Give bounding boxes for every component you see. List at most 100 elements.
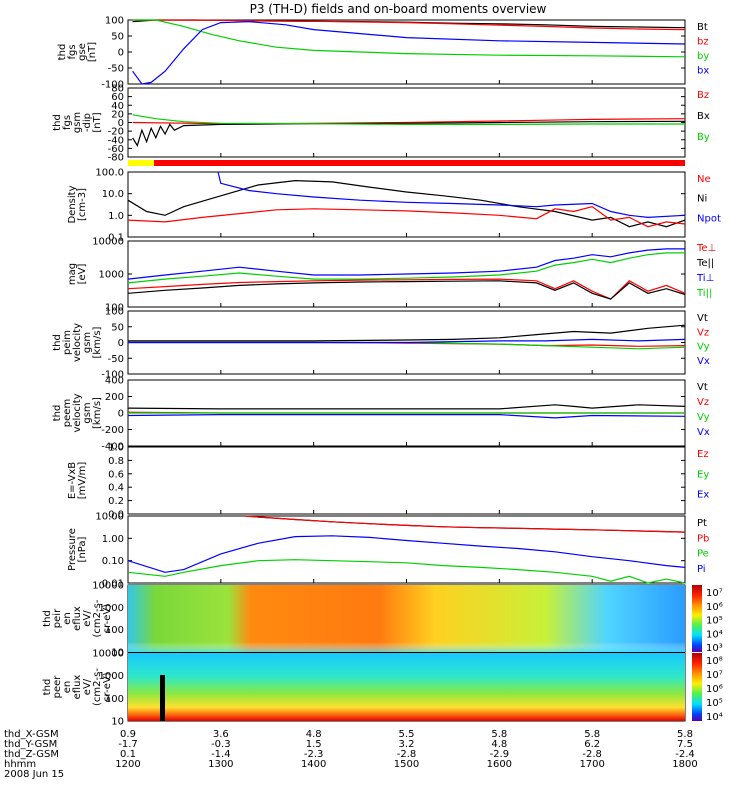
y-axis-label: (cm2-s- — [92, 668, 103, 706]
series-line-Pb — [244, 515, 686, 533]
legend-entry: Ti⊥ — [696, 273, 714, 284]
y-tick-label: -400 — [101, 442, 124, 453]
colorbar-tick: 10⁵ — [706, 616, 723, 627]
series-line-Vt — [127, 404, 686, 410]
legend-entry: Npot — [697, 213, 721, 224]
y-tick-label: -50 — [108, 64, 124, 75]
y-axis-label: E=-VxB — [67, 462, 78, 499]
legend-entry: Ti|| — [696, 288, 712, 299]
y-axis-label: mag — [67, 263, 78, 285]
panel-efield: 1.0 0.8 0.6 0.4 0.2 0.0 E=-VxB [mV/m] Ez Ey Ex — [67, 443, 709, 521]
y-axis-label: eV/ — [82, 678, 93, 695]
y-tick-label: 0 — [118, 118, 124, 129]
y-tick-label: 60 — [111, 92, 124, 103]
y-axis-label: gsm — [82, 332, 93, 353]
legend-entry: Vx — [697, 427, 710, 438]
y-axis-label: fgs — [67, 44, 78, 59]
y-axis-label: peem — [62, 399, 73, 427]
ephemeris-value: 1400 — [301, 759, 326, 770]
y-axis-label: fgs — [62, 115, 73, 130]
ephemeris-value: 5.8 — [677, 729, 693, 740]
series-line-Npot — [217, 171, 686, 219]
colorbar-tick: 10⁸ — [706, 656, 723, 667]
y-tick-label: 50 — [111, 322, 124, 333]
y-tick-label: -40 — [108, 135, 124, 146]
legend-entry: by — [697, 51, 709, 62]
chart-title: P3 (TH-D) fields and on-board moments ov… — [250, 2, 547, 16]
ephemeris-value: -2.8 — [397, 749, 417, 760]
series-line-By — [132, 114, 685, 126]
ephemeris-value: -2.4 — [675, 749, 695, 760]
legend-entry: bz — [697, 37, 709, 48]
y-axis-label: eflux — [72, 675, 83, 700]
y-tick-label: 10 — [111, 648, 124, 659]
colorbar-tick: 10³ — [706, 643, 723, 654]
legend-entry: Vz — [697, 327, 709, 338]
ephemeris-value: -1.4 — [211, 749, 231, 760]
ephemeris-label: thd_Z-GSM — [4, 749, 59, 760]
ephemeris-value: 4.8 — [491, 739, 507, 750]
y-tick-label: -200 — [101, 425, 124, 436]
series-line-Te|| — [127, 280, 686, 300]
y-tick-label: 0 — [118, 48, 124, 59]
y-tick-label: 10 — [111, 717, 124, 728]
ephemeris-value: 0.1 — [120, 749, 136, 760]
y-axis-label: en — [62, 681, 73, 694]
legend-entry: Vx — [697, 356, 710, 367]
mode-bar-slow — [128, 160, 154, 166]
y-tick-label: 0.2 — [108, 496, 124, 507]
y-axis-label: [eV] — [77, 264, 88, 285]
y-axis-label: thd — [52, 114, 63, 131]
y-tick-label: -100 — [101, 370, 124, 381]
peer-spectrogram — [128, 653, 685, 721]
legend-entry: bx — [697, 66, 709, 77]
panel-density: 100.0 10.0 1.0 0.1 Density [cm-3] Ne Ni Npot — [67, 168, 721, 244]
panel-peer_spec: 10000 1000 100 10 thd peer en eflux eV/(cm2-s-sr… — [42, 649, 723, 728]
ephemeris-value: 1200 — [115, 759, 140, 770]
colorbar-tick: 10⁵ — [706, 698, 723, 709]
y-axis-label: sr-eV) — [102, 672, 113, 701]
legend-entry: Bx — [697, 111, 710, 122]
ephemeris-label: thd_X-GSM — [4, 729, 59, 740]
peir-spectrogram-shade — [128, 585, 685, 652]
colorbar-tick: 10⁴ — [706, 629, 723, 640]
y-tick-label: 1000 — [99, 270, 124, 281]
ephemeris-value: 6.2 — [584, 739, 600, 750]
legend-entry: Vt — [697, 382, 708, 393]
colorbar-tick: 10⁶ — [706, 602, 723, 613]
series-line-by — [132, 19, 686, 58]
legend-entry: Vz — [697, 397, 709, 408]
y-axis-label: -dip — [82, 113, 93, 132]
legend-entry: Pe — [697, 549, 709, 560]
y-tick-label: 100 — [105, 307, 124, 318]
ephemeris-value: 5.5 — [399, 729, 415, 740]
y-tick-label: 0.4 — [108, 483, 124, 494]
y-axis-label: thd — [52, 405, 63, 422]
y-axis-label: en — [62, 612, 73, 625]
y-tick-label: -20 — [108, 127, 124, 138]
y-axis-label: thd — [42, 610, 53, 627]
y-tick-label: -100 — [101, 80, 124, 91]
ephemeris-value: 1800 — [672, 759, 697, 770]
legend-entry: Ez — [697, 449, 709, 460]
y-tick-label: 400 — [105, 376, 124, 387]
y-tick-label: 20 — [111, 109, 124, 120]
date-label: 2008 Jun 15 — [4, 769, 64, 780]
y-axis-label: [nPa] — [77, 536, 88, 562]
panel-frame — [127, 446, 686, 515]
legend-entry: Bt — [697, 22, 708, 33]
ephemeris-value: 1700 — [579, 759, 604, 770]
y-tick-label: 0.8 — [108, 456, 124, 467]
panel-peim_velocity: 100 50 0 -50 -100 thd peim velocity gsm [km/s] Vt V… — [52, 307, 710, 381]
series-line-Bx — [132, 120, 686, 147]
y-axis-label: peim — [62, 330, 73, 355]
panel-pressure: 10.00 1.00 0.10 0.01 Pressure [nPa] Pt Pb Pe Pi — [67, 512, 709, 590]
legend-entry: Te|| — [696, 258, 714, 269]
panel-frame — [127, 515, 686, 584]
y-axis-label: velocity — [72, 393, 83, 432]
y-tick-label: 0.10 — [102, 556, 124, 567]
ephemeris-table: thd_X-GSM 0.9 3.6 4.8 5.5 5.8 5.8 5.8 thd_Y-GSM -… — [4, 729, 698, 780]
